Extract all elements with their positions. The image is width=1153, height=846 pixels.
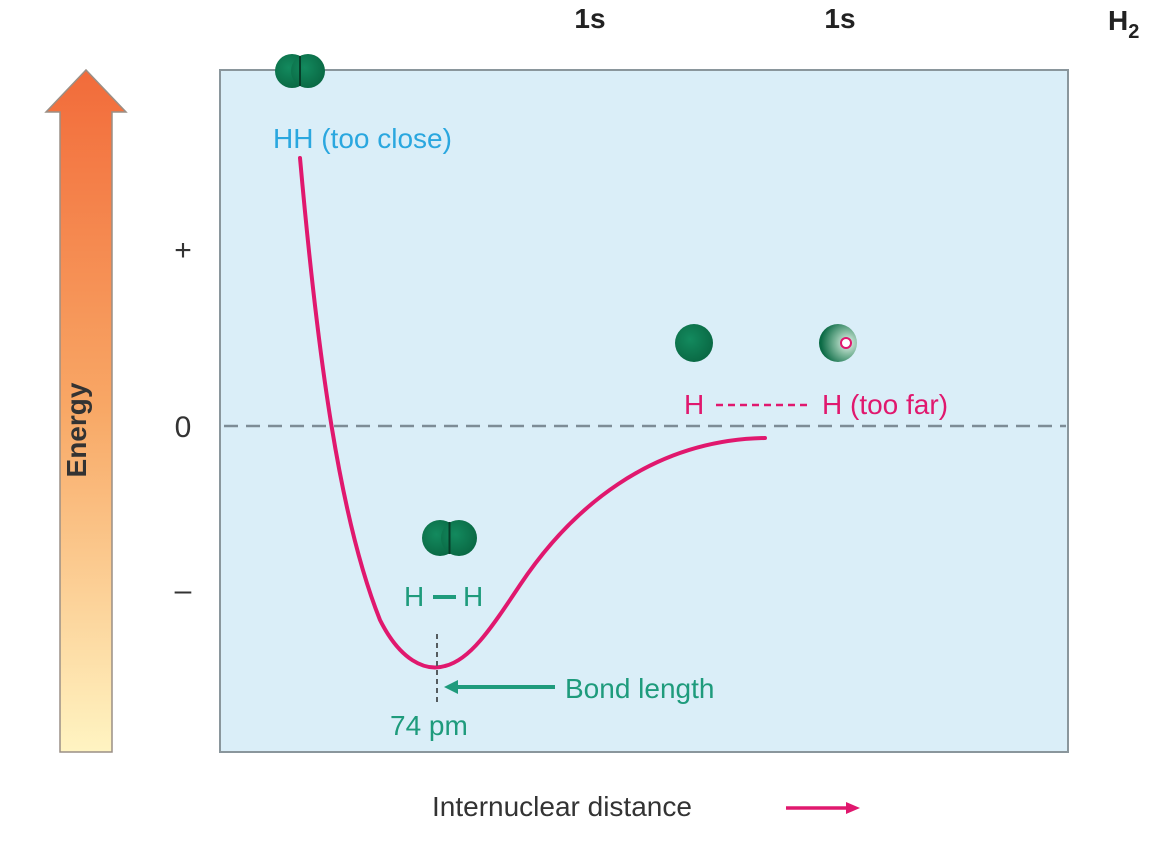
plot-area bbox=[219, 69, 1069, 753]
molecule-label-subscript: 2 bbox=[1128, 21, 1139, 43]
atom-icon bbox=[675, 324, 713, 362]
potential-energy-curve bbox=[298, 156, 767, 670]
bond-length-pointer-arrow bbox=[444, 680, 555, 694]
y-tick-minus: – bbox=[175, 574, 192, 607]
molecule-label: H2 bbox=[1108, 5, 1139, 43]
orbital-label-left: 1s bbox=[574, 3, 605, 34]
bonded-h-h-label: H H bbox=[404, 581, 483, 612]
atom-with-electron-icon bbox=[819, 324, 857, 362]
y-tick-plus: + bbox=[174, 234, 192, 267]
too-close-label: HH (too close) bbox=[273, 123, 452, 154]
too-far-label: H H (too far) bbox=[684, 389, 948, 420]
y-tick-zero: 0 bbox=[175, 411, 192, 444]
energy-arrow: Energy bbox=[44, 68, 128, 753]
x-axis-arrow bbox=[786, 802, 860, 814]
bond-length-value: 74 pm bbox=[390, 710, 468, 741]
far-h-right: H (too far) bbox=[822, 389, 948, 420]
bonded-h-right: H bbox=[463, 581, 483, 612]
energy-axis-title: Energy bbox=[61, 382, 92, 477]
overlapping-atoms-icon bbox=[275, 54, 325, 88]
orbital-label-right: 1s bbox=[824, 3, 855, 34]
bonded-h-left: H bbox=[404, 581, 424, 612]
overlapping-atoms-icon bbox=[422, 520, 477, 556]
far-h-left: H bbox=[684, 389, 704, 420]
molecule-label-base: H bbox=[1108, 5, 1128, 36]
x-axis-title: Internuclear distance bbox=[432, 791, 692, 822]
bond-length-label: Bond length bbox=[565, 673, 714, 704]
